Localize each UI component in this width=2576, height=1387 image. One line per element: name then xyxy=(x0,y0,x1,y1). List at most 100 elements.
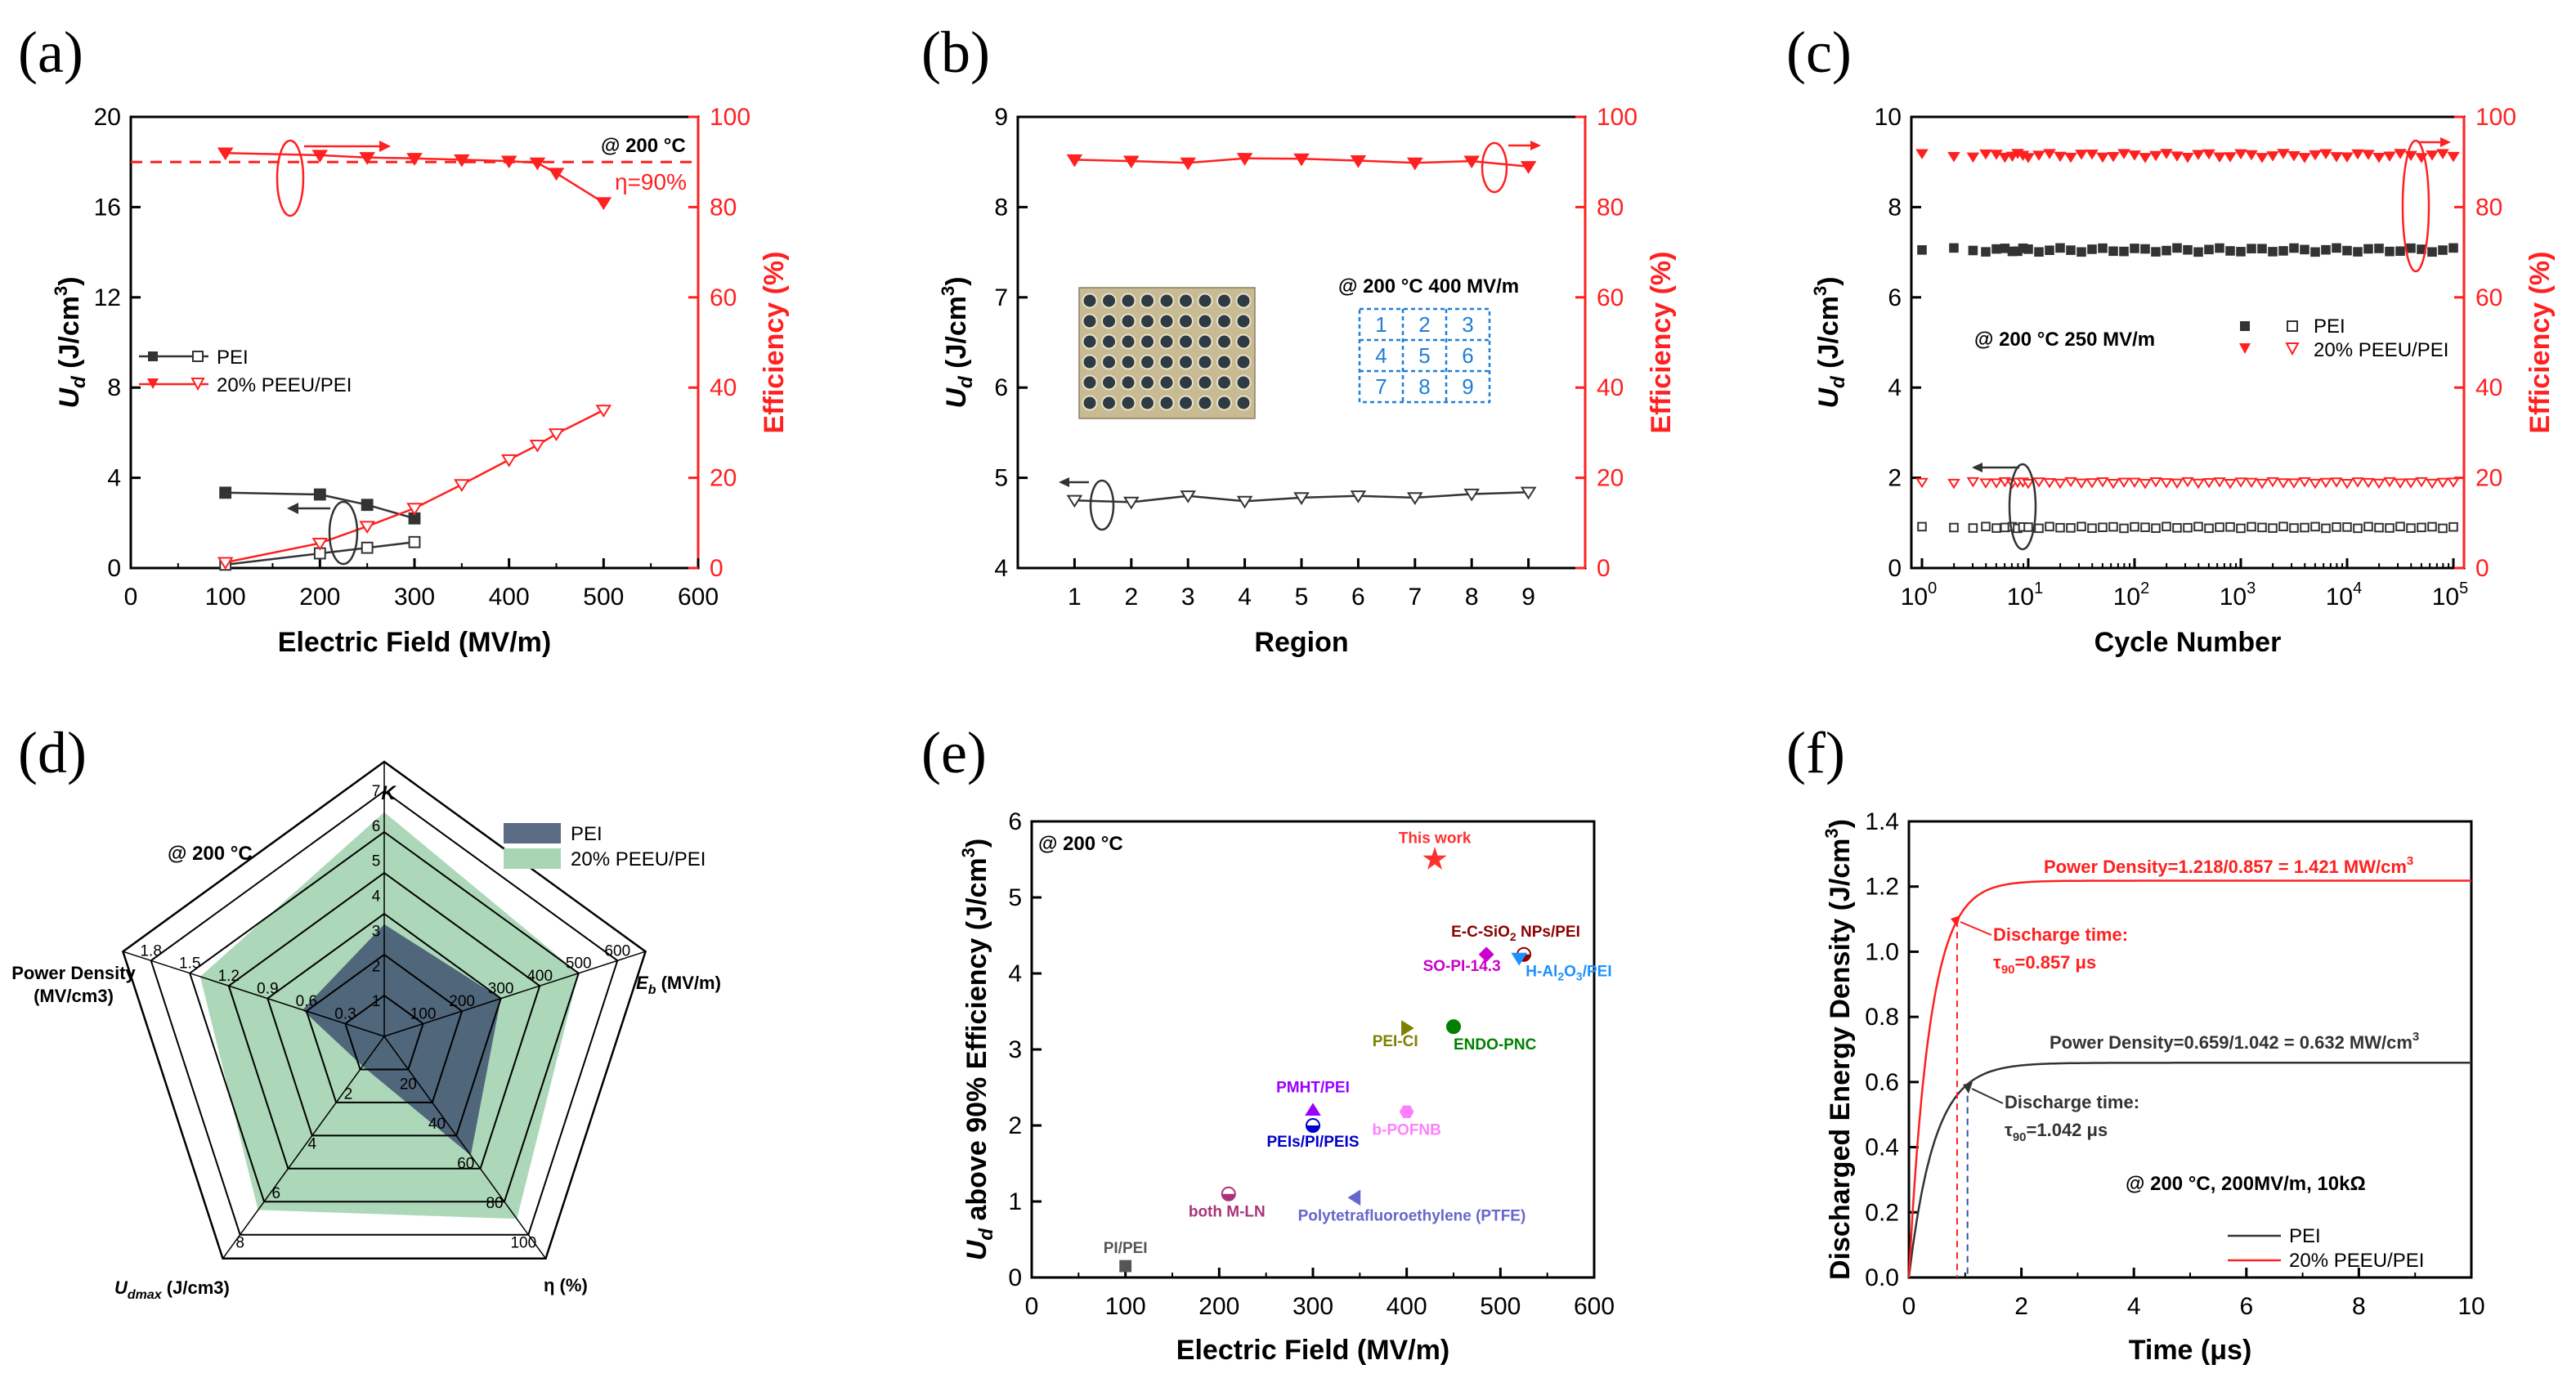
data-point-c-2 xyxy=(2277,149,2290,159)
electrode-dot xyxy=(1235,313,1252,329)
radar-tick-label: 600 xyxy=(604,942,630,960)
y-tick-label: 0.0 xyxy=(1865,1264,1899,1291)
data-point-c-0 xyxy=(2098,243,2108,253)
electrode-dot xyxy=(1158,313,1175,329)
data-point-c-3 xyxy=(2160,478,2173,489)
y-tick-label: 4 xyxy=(107,465,121,492)
data-point-a-3 xyxy=(311,538,329,551)
region-grid: 1 2 3 4 5 6 7 8 9 xyxy=(1358,307,1491,404)
data-point-c-1 xyxy=(2066,523,2076,533)
data-point-c-1 xyxy=(2406,523,2416,533)
data-point-b-1 xyxy=(1406,492,1423,505)
annotation-c: @ 200 °C 250 MV/m xyxy=(1974,329,2155,351)
data-point-a-2 xyxy=(595,197,612,210)
y2-axis-label-c: Efficiency (%) xyxy=(2524,252,2556,434)
data-point-c-1 xyxy=(2310,521,2320,532)
data-point-c-1 xyxy=(2257,522,2267,533)
electrode-dot xyxy=(1082,354,1098,370)
legend-marker-peeu-filled-c xyxy=(2239,343,2251,354)
data-point-c-2 xyxy=(2447,151,2460,163)
data-point-a-1 xyxy=(408,535,421,548)
y2-tick-label: 40 xyxy=(1597,374,1624,401)
discharge-time-label-black: Discharge time: xyxy=(2005,1092,2139,1112)
x-tick-label: 8 xyxy=(2352,1293,2366,1320)
data-point-c-2 xyxy=(2245,150,2258,161)
radar-tick-label: 100 xyxy=(510,1235,536,1252)
x-axis-label-c: Cycle Number xyxy=(2094,627,2282,658)
legend-label-peeu-c: 20% PEEU/PEI xyxy=(2314,339,2448,361)
data-point-c-3 xyxy=(1979,478,1992,489)
y-axis-label-c: Ud (J/cm3) xyxy=(1810,276,1849,408)
x-tick-label: 0 xyxy=(1025,1293,1039,1320)
data-point-c-1 xyxy=(2193,521,2203,532)
y-axis-label-b: Ud (J/cm3) xyxy=(938,276,977,408)
radar-axis-label-udmax: Udmax (J/cm3) xyxy=(114,1277,230,1302)
y2-tick-label: 20 xyxy=(1597,465,1624,492)
data-point-c-1 xyxy=(2098,522,2108,533)
electrode-dot xyxy=(1235,333,1252,350)
radar-tick-label: 1.5 xyxy=(179,955,200,973)
y-axis-label-e: Ud above 90% Efficiency (J/cm3) xyxy=(958,839,997,1260)
data-point-b-0 xyxy=(1236,153,1253,166)
legend-marker-pei-open xyxy=(192,351,204,362)
ref-line-label-a: η=90% xyxy=(615,169,687,195)
data-point-a-1 xyxy=(361,541,374,554)
x-tick-label: 6 xyxy=(2239,1293,2253,1320)
data-point-c-1 xyxy=(2395,521,2405,532)
data-point-c-3 xyxy=(2234,477,2247,488)
electrode-dot xyxy=(1140,354,1155,370)
data-point-c-0 xyxy=(2130,244,2139,253)
x-tick-label: 300 xyxy=(394,584,435,611)
power-density-label-red: Power Density=1.218/0.857 = 1.421 MW/cm3 xyxy=(2044,854,2413,877)
data-point-c-0 xyxy=(2034,247,2044,257)
data-point-c-1 xyxy=(2374,522,2384,533)
legend-swatch-pei-d xyxy=(504,823,561,843)
data-point-c-3 xyxy=(2362,477,2375,489)
annotation-e: @ 200 °C xyxy=(1038,833,1123,855)
y-tick-label: 5 xyxy=(1008,884,1022,911)
y-tick-label: 0.2 xyxy=(1865,1199,1899,1226)
data-point-c-2 xyxy=(2341,152,2354,163)
electrode-dot xyxy=(1120,293,1136,309)
data-point-c-2 xyxy=(2436,149,2449,159)
arrowhead-right-a xyxy=(379,141,391,152)
legend-c: PEI 20% PEEU/PEI xyxy=(2239,315,2448,361)
data-point-c-1 xyxy=(2448,521,2458,532)
data-point-c-0 xyxy=(2353,247,2363,257)
data-point-c-1 xyxy=(2438,523,2448,534)
x-axis-label-f: Time (μs) xyxy=(2129,1335,2252,1366)
y-tick-label: 16 xyxy=(94,194,121,221)
series-line-a-1 xyxy=(225,541,415,566)
x-tick-label: 500 xyxy=(583,584,624,611)
electrode-dot xyxy=(1216,293,1232,309)
legend-f: PEI 20% PEEU/PEI xyxy=(2228,1225,2424,1272)
data-point-c-3 xyxy=(2341,479,2354,490)
data-point-c-2 xyxy=(2181,153,2194,163)
data-point-c-2 xyxy=(2256,153,2269,163)
radar-tick-label: 4 xyxy=(372,888,381,906)
data-point-c-3 xyxy=(2330,477,2343,488)
data-point-c-2 xyxy=(1947,152,1960,163)
electrode-dot xyxy=(1197,293,1213,309)
data-point-c-0 xyxy=(2236,247,2246,257)
electrode-dot xyxy=(1158,333,1175,350)
data-point-c-2 xyxy=(1979,149,1992,160)
x-axis-label-e: Electric Field (MV/m) xyxy=(1176,1335,1449,1366)
legend-marker-peeu-open-c xyxy=(2285,342,2300,356)
data-point-c-0 xyxy=(2321,244,2331,255)
series-a xyxy=(217,147,612,571)
radar-tick-label: 1 xyxy=(372,993,381,1010)
radar-tick-label: 200 xyxy=(449,993,475,1010)
data-point-b-0 xyxy=(1520,161,1537,174)
scatter-point-e-0 xyxy=(1422,847,1447,870)
data-point-c-3 xyxy=(2256,478,2269,490)
scatter-label-e-11: PI/PEI xyxy=(1104,1240,1148,1257)
legend-marker-pei-filled xyxy=(148,351,158,361)
data-point-c-3 xyxy=(2192,478,2205,490)
data-point-c-2 xyxy=(2107,151,2120,163)
data-point-c-0 xyxy=(2374,244,2384,253)
indicator-ellipse-ud-b xyxy=(1089,479,1115,531)
radar-tick-label: 6 xyxy=(271,1185,280,1202)
